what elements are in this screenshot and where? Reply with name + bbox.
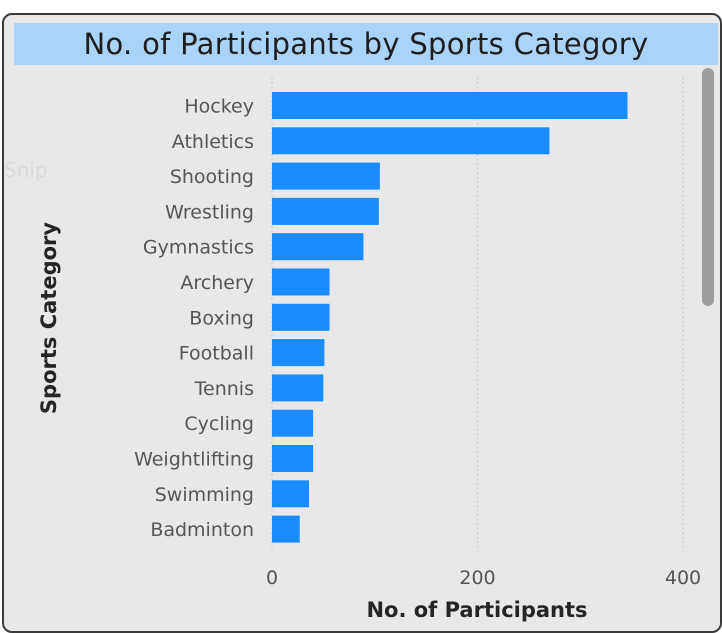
category-label: Cycling xyxy=(184,413,254,435)
category-label: Weightlifting xyxy=(134,449,254,471)
category-label: Archery xyxy=(180,272,254,294)
category-label: Wrestling xyxy=(165,201,254,223)
vertical-scrollbar[interactable] xyxy=(702,68,714,306)
category-label: Boxing xyxy=(189,307,254,329)
category-label: Hockey xyxy=(184,96,254,118)
bar-weightlifting[interactable] xyxy=(272,445,314,472)
bar-hockey[interactable] xyxy=(272,92,628,119)
x-tick-label: 400 xyxy=(665,567,701,589)
category-label: Athletics xyxy=(172,131,254,153)
bar-archery[interactable] xyxy=(272,268,330,296)
bar-cycling[interactable] xyxy=(272,409,314,437)
bar-football[interactable] xyxy=(272,339,325,367)
bar-shooting[interactable] xyxy=(272,162,380,190)
category-label: Badminton xyxy=(150,519,254,541)
bar-swimming[interactable] xyxy=(272,480,309,508)
category-label: Swimming xyxy=(155,484,254,506)
category-label: Football xyxy=(179,343,254,365)
category-label: Shooting xyxy=(170,166,254,188)
category-label: Tennis xyxy=(194,378,254,400)
x-axis-title: No. of Participants xyxy=(366,598,587,622)
bar-badminton[interactable] xyxy=(272,515,300,543)
snip-ghost-text: Snip xyxy=(4,158,48,182)
bar-boxing[interactable] xyxy=(272,303,330,331)
bar-athletics[interactable] xyxy=(272,127,550,155)
x-tick-label: 200 xyxy=(459,567,495,589)
x-tick-label: 0 xyxy=(266,567,278,589)
bars xyxy=(272,92,628,543)
category-label: Gymnastics xyxy=(143,237,254,259)
x-tick-labels: 0 200 400 xyxy=(266,567,701,589)
bar-tennis[interactable] xyxy=(272,374,324,402)
bar-wrestling[interactable] xyxy=(272,197,379,225)
y-axis-title: Sports Category xyxy=(37,222,61,414)
chart-title: No. of Participants by Sports Category xyxy=(14,23,718,65)
bar-gymnastics[interactable] xyxy=(272,233,364,261)
category-labels: Hockey Athletics Shooting Wrestling Gymnasti… xyxy=(134,96,254,542)
